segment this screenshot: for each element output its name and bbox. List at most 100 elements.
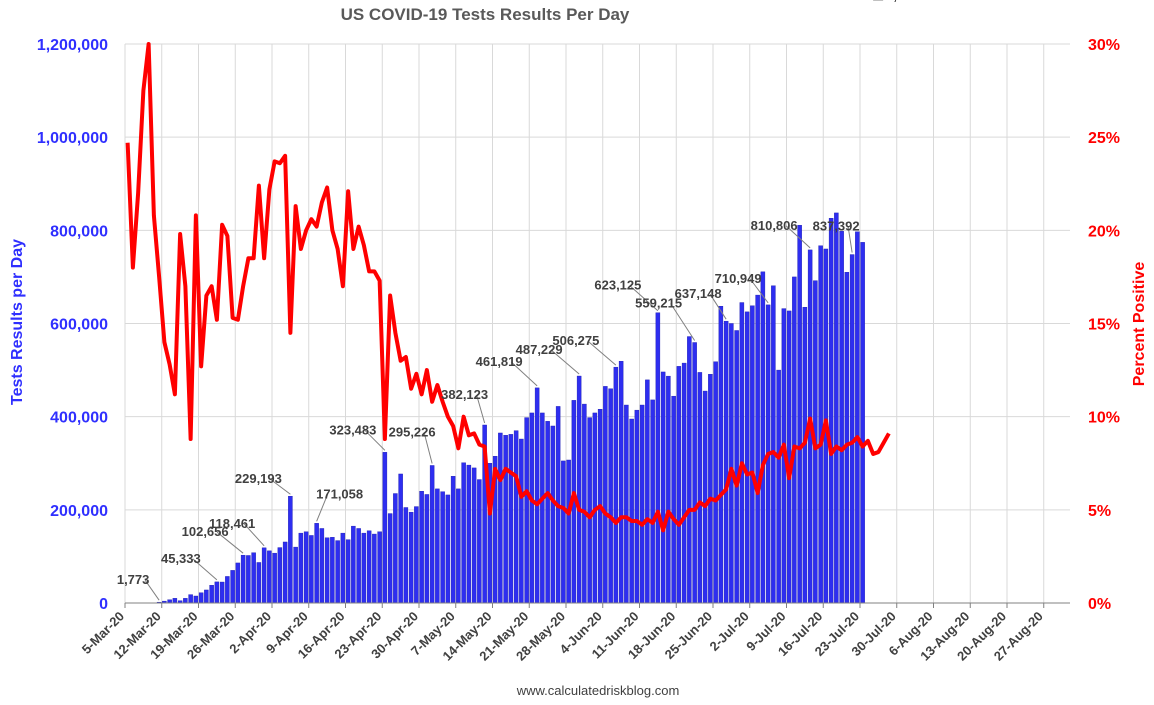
test-bar xyxy=(240,554,246,604)
test-bar xyxy=(445,494,451,604)
test-bar xyxy=(550,425,556,604)
test-bar xyxy=(818,245,823,604)
data-label: 171,058 xyxy=(316,486,363,501)
test-bar xyxy=(708,374,713,604)
test-bar xyxy=(744,311,750,604)
test-bar xyxy=(718,305,724,604)
test-bar xyxy=(471,467,477,604)
annotation-leader xyxy=(709,293,727,320)
y-tick-label-right: 0% xyxy=(1088,596,1111,613)
data-label: 710,949 xyxy=(715,271,762,286)
test-bar xyxy=(634,409,640,604)
test-bar xyxy=(209,585,214,604)
test-bar xyxy=(477,479,482,604)
data-label: 323,483 xyxy=(329,422,376,437)
test-bar xyxy=(366,530,372,604)
annotation-leader xyxy=(216,531,244,554)
test-bar xyxy=(188,594,193,604)
test-bar xyxy=(282,541,288,604)
test-bar xyxy=(671,395,676,604)
annotation-leader xyxy=(476,394,486,424)
data-label: 45,333 xyxy=(161,551,201,566)
test-bar xyxy=(345,539,351,604)
test-bar xyxy=(429,465,435,604)
data-label: 637,148 xyxy=(675,286,722,301)
data-label: 623,125 xyxy=(594,278,641,293)
test-bar xyxy=(335,540,340,604)
test-bar xyxy=(697,372,703,604)
test-bar xyxy=(750,305,755,604)
test-bar xyxy=(802,306,808,604)
test-bar xyxy=(387,513,393,604)
test-bar xyxy=(424,494,430,604)
test-bar xyxy=(456,488,461,604)
line-layer xyxy=(125,42,891,533)
test-bar xyxy=(377,531,382,604)
y-tick-label-right: 30% xyxy=(1088,37,1120,54)
data-label: 810,806 xyxy=(751,218,798,233)
percent-positive-line xyxy=(125,42,891,533)
y-tick-label-left: 400,000 xyxy=(50,410,108,427)
test-bar xyxy=(713,361,718,604)
test-bar xyxy=(624,404,629,604)
test-bar xyxy=(314,523,319,604)
annotation-leader xyxy=(316,494,329,522)
test-bar xyxy=(403,507,409,604)
test-bar xyxy=(834,212,839,604)
test-bar xyxy=(797,225,802,604)
test-bar xyxy=(398,473,403,604)
test-bar xyxy=(309,535,314,604)
test-bar xyxy=(760,271,766,604)
test-bar xyxy=(519,438,524,604)
test-bar xyxy=(330,537,335,604)
test-bar xyxy=(676,366,682,604)
bar-layer xyxy=(156,212,865,604)
test-bar xyxy=(755,294,760,604)
y-tick-label-left: 1,200,000 xyxy=(37,37,108,54)
test-bar xyxy=(246,555,251,604)
test-bar xyxy=(214,581,220,604)
test-bar xyxy=(561,460,566,604)
annotation-leader xyxy=(192,558,218,581)
test-bar xyxy=(687,336,692,604)
test-bar xyxy=(298,532,304,604)
annotation-leader xyxy=(670,303,696,341)
data-label: 229,193 xyxy=(235,471,282,486)
test-bar xyxy=(576,375,582,604)
data-label: 461,819 xyxy=(476,354,523,369)
test-bar xyxy=(792,276,797,604)
test-bar xyxy=(603,386,608,604)
y-tick-label-right: 25% xyxy=(1088,130,1120,147)
test-bar xyxy=(256,562,262,604)
test-bar xyxy=(508,434,514,604)
test-bar xyxy=(629,418,634,604)
data-label: 559,215 xyxy=(635,295,682,310)
annotation-leader xyxy=(364,429,386,451)
test-bar xyxy=(267,550,272,604)
test-bar xyxy=(288,496,293,604)
annotation-leader xyxy=(270,478,291,495)
test-bar xyxy=(419,491,424,604)
annotation-leader xyxy=(550,349,580,375)
data-label: 295,226 xyxy=(389,424,436,439)
data-label: 382,123 xyxy=(441,387,488,402)
test-bar xyxy=(340,532,346,604)
test-bar xyxy=(303,531,309,604)
annotation-leader xyxy=(510,361,538,387)
test-bar xyxy=(219,581,225,604)
annotation-leader xyxy=(785,225,811,249)
data-label: 1,773 xyxy=(117,572,150,587)
annotation-leader xyxy=(144,579,160,601)
test-bar xyxy=(277,547,283,604)
grid-layer xyxy=(124,43,1070,603)
test-bar xyxy=(393,493,398,604)
y-tick-label-left: 800,000 xyxy=(50,223,108,240)
test-bar xyxy=(545,421,550,604)
test-bar xyxy=(771,285,776,604)
test-bar xyxy=(361,532,367,604)
test-bar xyxy=(272,552,277,604)
test-bar xyxy=(183,598,188,604)
test-bar xyxy=(324,537,330,604)
